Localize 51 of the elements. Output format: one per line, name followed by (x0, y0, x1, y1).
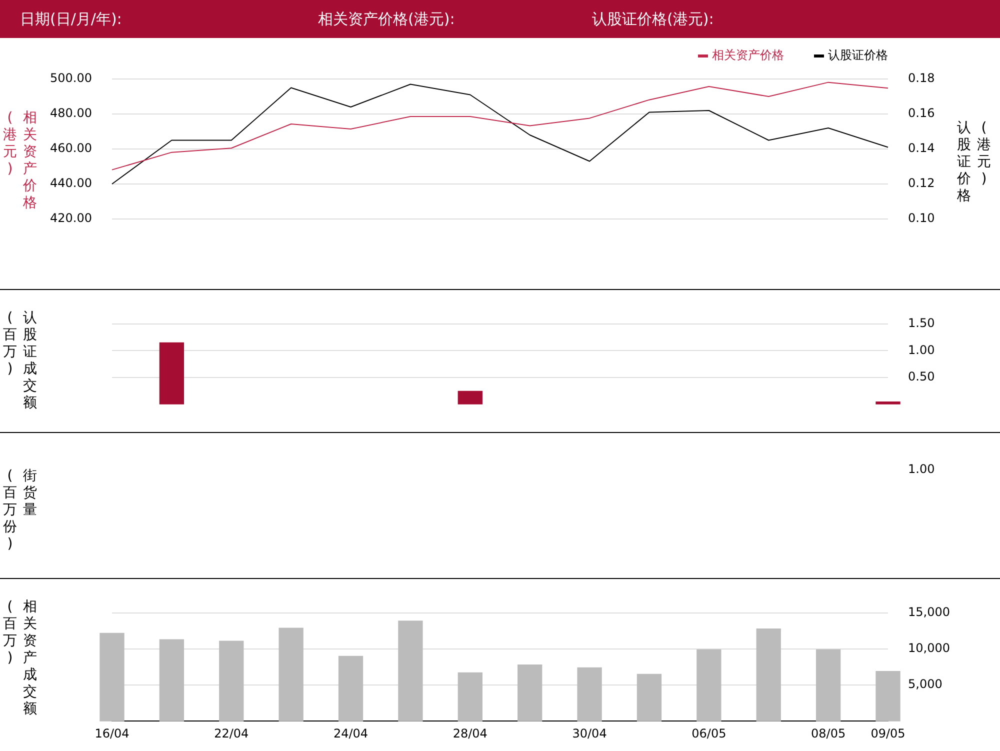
bar (518, 664, 542, 722)
bar (398, 620, 423, 722)
bar (338, 656, 364, 722)
bar (816, 649, 841, 722)
bar (159, 342, 184, 404)
bar (756, 628, 781, 722)
bar (876, 670, 900, 722)
y-tick-label: 440.00 (50, 176, 92, 190)
text: 日期(日/月/年): (20, 10, 122, 29)
x-tick-label: 06/05 (692, 726, 726, 740)
y-tick-label: 500.00 (50, 71, 92, 86)
x-tick-label: 09/05 (870, 726, 906, 740)
y-tick-label: 5,000 (908, 677, 942, 692)
bar (159, 639, 184, 722)
y2-tick-label: 0.16 (908, 106, 935, 120)
text: 认股证成交额(百万) (3, 310, 37, 411)
x-tick-label: 28/04 (452, 726, 488, 740)
x-tick-label: 08/05 (811, 726, 846, 740)
bar (219, 640, 244, 722)
y2-tick-label: 0.14 (908, 141, 935, 156)
bar (636, 674, 662, 722)
text: 相关资产价格(港元): (318, 10, 455, 29)
y-tick-label: 0.50 (908, 369, 935, 384)
y-tick-label: 420.00 (50, 211, 92, 226)
bar (577, 667, 602, 722)
x-tick-label: 24/04 (333, 726, 368, 740)
legend-label: 认股证价格 (828, 48, 888, 62)
x-tick-label: 30/04 (572, 726, 607, 740)
bar (458, 672, 482, 722)
y-tick-label: 1.00 (908, 342, 935, 357)
y-tick-label: 480.00 (50, 106, 92, 120)
y2-tick-label: 0.12 (908, 176, 935, 190)
bar (696, 649, 722, 722)
text: 认股证价格(港元) (957, 120, 991, 204)
text: 相关资产价格(港元) (3, 110, 37, 211)
y-tick-label: 10,000 (908, 641, 950, 656)
legend-label: 相关资产价格 (712, 48, 784, 62)
bar (876, 402, 900, 404)
bar (100, 632, 124, 722)
text: 街货量(百万份) (3, 468, 37, 552)
y-tick-label: 1.50 (908, 316, 935, 330)
x-tick-label: 16/04 (94, 726, 130, 740)
y2-tick-label: 0.10 (908, 211, 935, 226)
y-tick-label: 460.00 (50, 141, 92, 156)
bar (458, 390, 482, 404)
text: 相关资产成交额(百万) (3, 599, 37, 717)
y2-tick-label: 0.18 (908, 71, 935, 86)
bar (278, 628, 304, 722)
x-tick-label: 22/04 (214, 726, 249, 740)
y-tick-label: 15,000 (908, 605, 950, 620)
text: 认股证价格(港元): (592, 10, 714, 29)
